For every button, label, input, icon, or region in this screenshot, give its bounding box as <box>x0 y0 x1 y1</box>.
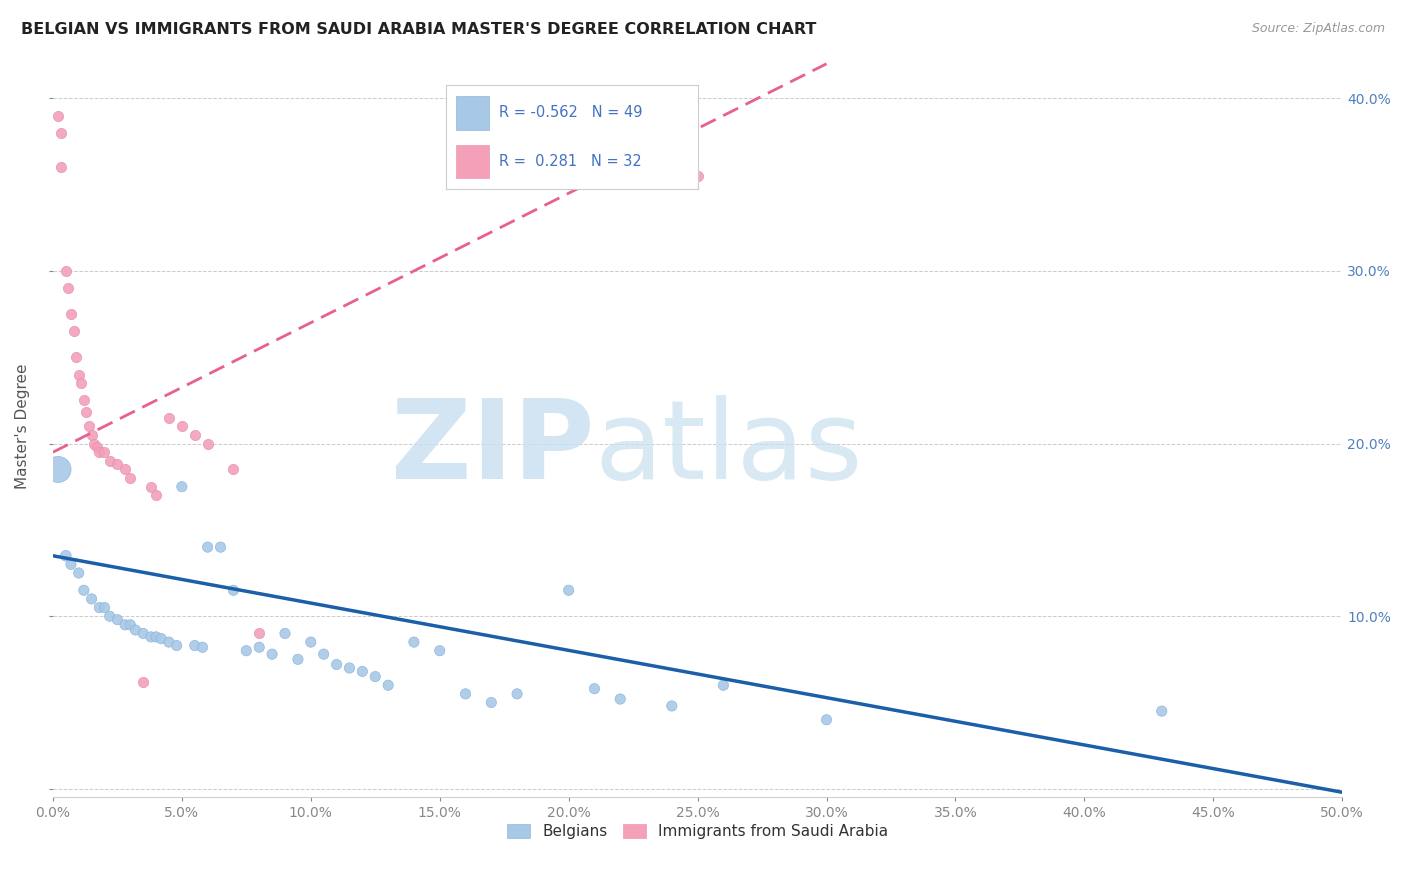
Point <box>73 393 96 408</box>
Text: atlas: atlas <box>595 395 863 502</box>
Point <box>222 462 245 476</box>
Point <box>139 480 162 494</box>
Point <box>197 436 219 450</box>
Point <box>55 264 77 278</box>
Y-axis label: Master's Degree: Master's Degree <box>15 364 30 489</box>
Point <box>59 558 82 572</box>
Point <box>377 678 399 692</box>
Point <box>247 640 270 655</box>
Point <box>132 674 155 689</box>
Point <box>287 652 309 666</box>
Text: ZIP: ZIP <box>391 395 595 502</box>
Point <box>73 583 96 598</box>
Point <box>506 687 529 701</box>
Point <box>105 457 128 471</box>
Point <box>274 626 297 640</box>
Point <box>98 454 121 468</box>
Point <box>157 635 180 649</box>
Point <box>98 609 121 624</box>
Point <box>124 623 146 637</box>
Point <box>184 639 207 653</box>
Point <box>479 696 502 710</box>
Point <box>139 630 162 644</box>
Point <box>815 713 838 727</box>
Point <box>235 643 257 657</box>
Point <box>364 670 387 684</box>
Point <box>299 635 322 649</box>
Point <box>222 583 245 598</box>
Point <box>105 613 128 627</box>
Point <box>120 617 142 632</box>
Point <box>454 687 477 701</box>
Point <box>114 617 136 632</box>
Point <box>67 368 90 382</box>
Point <box>132 626 155 640</box>
Point <box>325 657 347 672</box>
Point <box>65 350 87 364</box>
Point <box>145 630 167 644</box>
Point <box>86 440 108 454</box>
Point <box>70 376 93 391</box>
Point <box>209 540 232 554</box>
Point <box>49 161 72 175</box>
Point <box>170 419 193 434</box>
Point <box>93 445 115 459</box>
Point <box>49 126 72 140</box>
Point <box>80 591 103 606</box>
Point <box>262 647 284 661</box>
Point <box>83 436 105 450</box>
Point <box>46 109 69 123</box>
Point <box>55 549 77 563</box>
Point <box>59 307 82 321</box>
Point <box>352 665 374 679</box>
Point <box>184 428 207 442</box>
Point <box>89 445 111 459</box>
Point <box>89 600 111 615</box>
Point <box>120 471 142 485</box>
Point <box>583 681 606 696</box>
Point <box>197 540 219 554</box>
Point <box>170 480 193 494</box>
Point <box>77 419 100 434</box>
Legend: Belgians, Immigrants from Saudi Arabia: Belgians, Immigrants from Saudi Arabia <box>501 818 894 846</box>
Text: BELGIAN VS IMMIGRANTS FROM SAUDI ARABIA MASTER'S DEGREE CORRELATION CHART: BELGIAN VS IMMIGRANTS FROM SAUDI ARABIA … <box>21 22 817 37</box>
Point <box>1150 704 1173 718</box>
Point <box>609 692 631 706</box>
Point <box>191 640 214 655</box>
Point <box>661 698 683 713</box>
Point <box>58 281 80 295</box>
Point <box>166 639 188 653</box>
Point <box>67 566 90 580</box>
Point <box>312 647 335 661</box>
Point <box>157 410 180 425</box>
Point <box>80 428 103 442</box>
Point <box>93 600 115 615</box>
Text: Source: ZipAtlas.com: Source: ZipAtlas.com <box>1251 22 1385 36</box>
Point <box>75 405 97 419</box>
Point <box>686 169 709 183</box>
Point <box>247 626 270 640</box>
Point <box>429 643 451 657</box>
Point <box>114 462 136 476</box>
Point <box>145 488 167 502</box>
Point <box>557 583 579 598</box>
Point <box>46 462 69 476</box>
Point <box>402 635 425 649</box>
Point <box>150 632 173 646</box>
Point <box>711 678 734 692</box>
Point <box>339 661 361 675</box>
Point <box>62 324 84 338</box>
